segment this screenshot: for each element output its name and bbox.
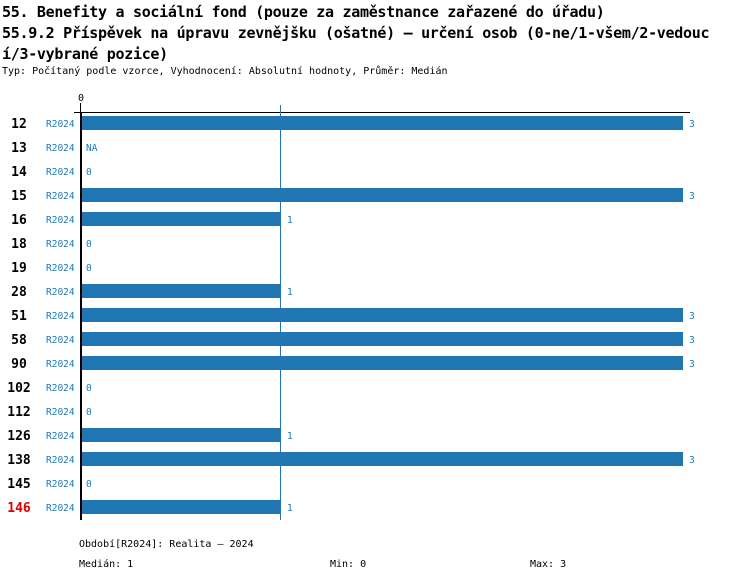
row-id-label: 102 xyxy=(7,381,31,396)
row-value-label: 1 xyxy=(287,287,293,298)
row-value-label: 3 xyxy=(689,311,695,322)
row-id-label: 90 xyxy=(11,357,27,372)
chart-row: 19 R2024 0 xyxy=(0,256,750,280)
row-period-label: R2024 xyxy=(46,431,75,442)
row-id-label: 18 xyxy=(11,237,27,252)
row-value-label: 1 xyxy=(287,503,293,514)
chart-row: 126 R2024 1 xyxy=(0,424,750,448)
row-value-label: 0 xyxy=(86,167,92,178)
row-value-label: 3 xyxy=(689,359,695,370)
chart-row: 15 R2024 3 xyxy=(0,184,750,208)
row-id-label: 16 xyxy=(11,213,27,228)
chart-row: 12 R2024 3 xyxy=(0,112,750,136)
page-title-line2: 55.9.2 Příspěvek na úpravu zevnějšku (oš… xyxy=(2,24,710,42)
row-id-label: 51 xyxy=(11,309,27,324)
chart-row: 146 R2024 1 xyxy=(0,496,750,520)
row-period-label: R2024 xyxy=(46,191,75,202)
row-id-label: 126 xyxy=(7,429,31,444)
row-value-label: 1 xyxy=(287,215,293,226)
row-id-label: 19 xyxy=(11,261,27,276)
value-bar xyxy=(82,356,683,370)
row-period-label: R2024 xyxy=(46,143,75,154)
page-title-line1: 55. Benefity a sociální fond (pouze za z… xyxy=(2,3,605,21)
row-id-label: 14 xyxy=(11,165,27,180)
chart-row: 102 R2024 0 xyxy=(0,376,750,400)
legend-period-info: Období[R2024]: Realita – 2024 xyxy=(79,539,254,550)
row-value-label: 1 xyxy=(287,431,293,442)
chart-row: 51 R2024 3 xyxy=(0,304,750,328)
row-value-label: 3 xyxy=(689,119,695,130)
value-bar xyxy=(82,500,281,514)
row-period-label: R2024 xyxy=(46,263,75,274)
row-value-label: 3 xyxy=(689,455,695,466)
row-period-label: R2024 xyxy=(46,311,75,322)
chart-row: 90 R2024 3 xyxy=(0,352,750,376)
row-period-label: R2024 xyxy=(46,119,75,130)
value-bar xyxy=(82,188,683,202)
chart-row: 112 R2024 0 xyxy=(0,400,750,424)
row-period-label: R2024 xyxy=(46,239,75,250)
row-id-label: 13 xyxy=(11,141,27,156)
value-bar xyxy=(82,116,683,130)
row-value-label: 0 xyxy=(86,407,92,418)
row-id-label: 112 xyxy=(7,405,31,420)
row-value-label: 0 xyxy=(86,479,92,490)
x-axis-zero-tick xyxy=(80,103,81,112)
value-bar xyxy=(82,212,281,226)
x-axis-zero-tick-label: 0 xyxy=(77,93,85,104)
row-period-label: R2024 xyxy=(46,455,75,466)
legend-max: Max: 3 xyxy=(530,559,567,570)
row-period-label: R2024 xyxy=(46,287,75,298)
y-axis-line xyxy=(80,112,82,520)
row-value-label: 0 xyxy=(86,383,92,394)
chart-row: 145 R2024 0 xyxy=(0,472,750,496)
row-id-label: 28 xyxy=(11,285,27,300)
row-period-label: R2024 xyxy=(46,167,75,178)
chart-rows: 12 R2024 3 13 R2024 NA 14 R2024 0 15 R2024 3 16 R2024… xyxy=(0,112,750,520)
row-period-label: R2024 xyxy=(46,359,75,370)
row-period-label: R2024 xyxy=(46,407,75,418)
row-value-label: 3 xyxy=(689,335,695,346)
row-value-label: NA xyxy=(86,143,98,154)
row-period-label: R2024 xyxy=(46,335,75,346)
value-bar xyxy=(82,428,281,442)
row-period-label: R2024 xyxy=(46,383,75,394)
value-bar xyxy=(82,284,281,298)
value-bar xyxy=(82,332,683,346)
row-value-label: 3 xyxy=(689,191,695,202)
row-id-label: 58 xyxy=(11,333,27,348)
row-id-label: 138 xyxy=(7,453,31,468)
chart-subtitle: Typ: Počítaný podle vzorce, Vyhodnocení:… xyxy=(2,66,448,77)
legend-min: Min: 0 xyxy=(330,559,367,570)
chart-row: 58 R2024 3 xyxy=(0,328,750,352)
value-bar xyxy=(82,452,683,466)
row-value-label: 0 xyxy=(86,263,92,274)
row-period-label: R2024 xyxy=(46,479,75,490)
x-axis-line xyxy=(74,112,690,113)
chart-row: 28 R2024 1 xyxy=(0,280,750,304)
chart-row: 18 R2024 0 xyxy=(0,232,750,256)
chart-row: 14 R2024 0 xyxy=(0,160,750,184)
row-period-label: R2024 xyxy=(46,215,75,226)
row-period-label: R2024 xyxy=(46,503,75,514)
chart-row: 16 R2024 1 xyxy=(0,208,750,232)
row-id-label: 15 xyxy=(11,189,27,204)
chart-row: 13 R2024 NA xyxy=(0,136,750,160)
row-value-label: 0 xyxy=(86,239,92,250)
chart-row: 138 R2024 3 xyxy=(0,448,750,472)
value-bar xyxy=(82,308,683,322)
row-id-label: 146 xyxy=(7,501,31,516)
legend-median: Medián: 1 xyxy=(79,559,134,570)
row-id-label: 12 xyxy=(11,117,27,132)
page-title-line3: í/3-vybrané pozice) xyxy=(2,45,168,63)
row-id-label: 145 xyxy=(7,477,31,492)
